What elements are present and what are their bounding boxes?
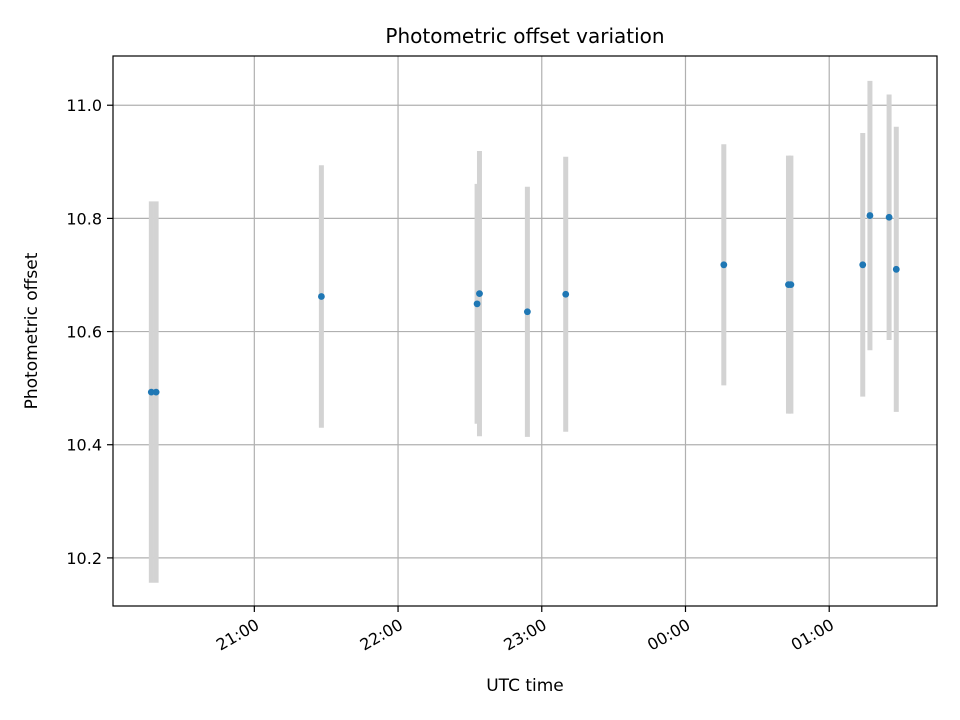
grid bbox=[113, 56, 937, 606]
data-point bbox=[562, 290, 570, 298]
y-tick-label: 11.0 bbox=[66, 96, 102, 115]
data-point bbox=[476, 290, 483, 298]
data-point bbox=[147, 388, 155, 396]
y-tick-label: 10.2 bbox=[66, 549, 102, 568]
y-axis-ticks: 10.2 10.4 10.6 10.8 11.0 bbox=[66, 96, 113, 568]
y-tick-label: 10.8 bbox=[66, 209, 102, 228]
data-point bbox=[885, 213, 893, 221]
data-point bbox=[859, 261, 867, 269]
data-point bbox=[523, 308, 531, 316]
y-tick-label: 10.6 bbox=[66, 323, 102, 342]
data-point bbox=[473, 300, 481, 308]
y-tick-label: 10.4 bbox=[66, 436, 102, 455]
x-axis-label: UTC time bbox=[486, 676, 564, 696]
data-point bbox=[317, 293, 325, 300]
data-point bbox=[787, 281, 795, 289]
data-point bbox=[152, 388, 160, 396]
chart-title: Photometric offset variation bbox=[385, 24, 664, 48]
y-axis-label: Photometric offset bbox=[22, 252, 42, 409]
data-point bbox=[720, 261, 728, 269]
data-point bbox=[892, 265, 900, 273]
data-points bbox=[147, 212, 900, 396]
data-point bbox=[866, 212, 874, 219]
